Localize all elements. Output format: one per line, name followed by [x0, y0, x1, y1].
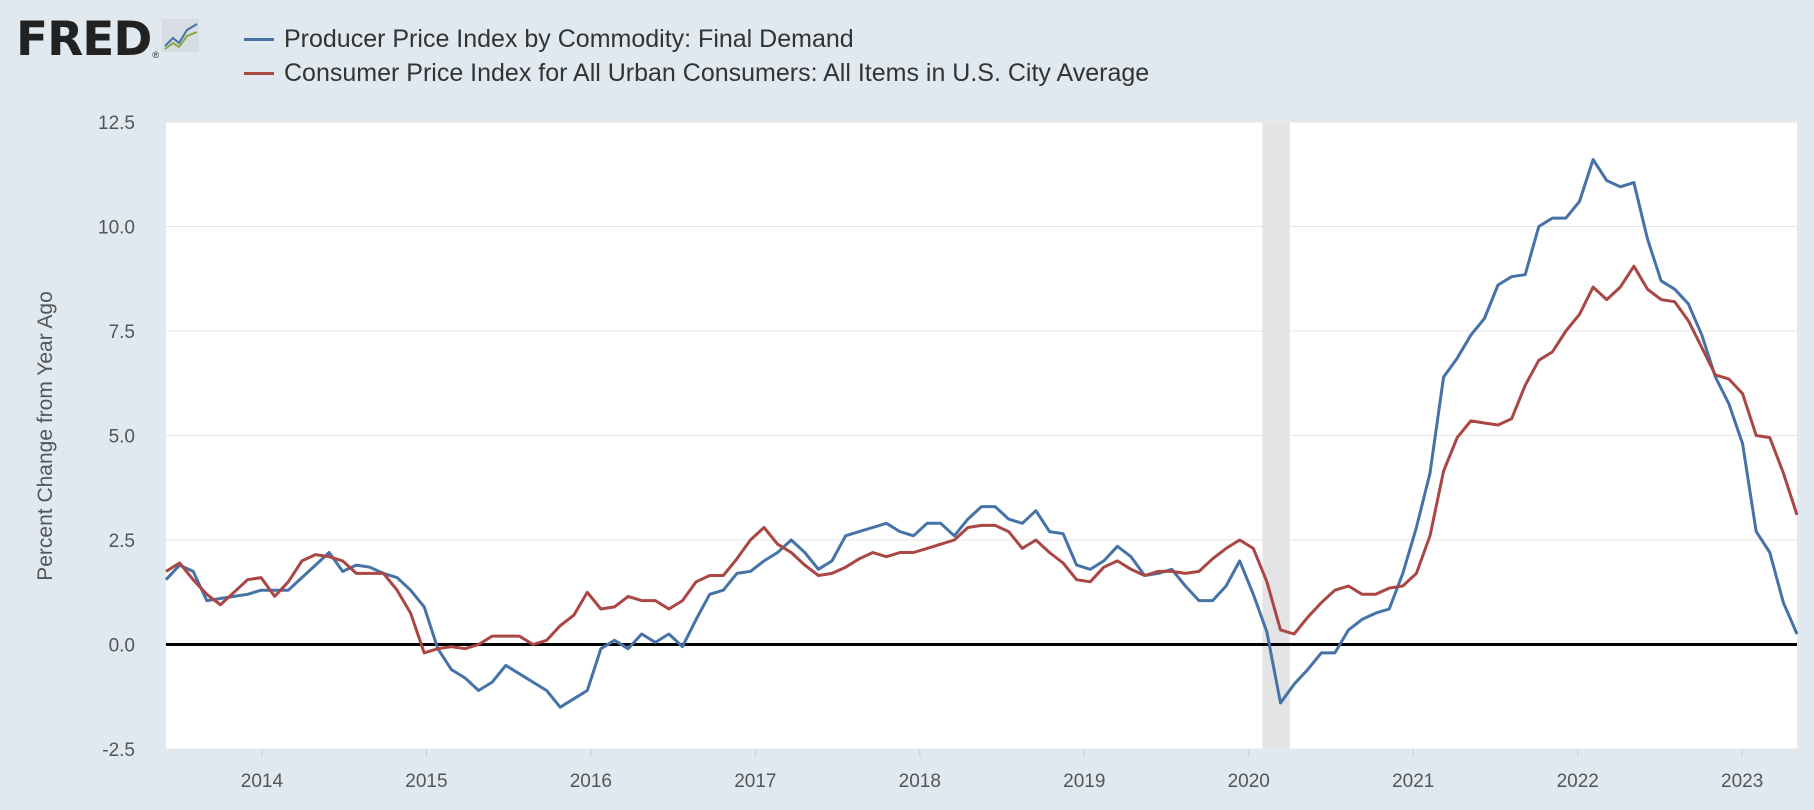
chart-legend: Producer Price Index by Commodity: Final…: [244, 22, 1149, 90]
fred-logo[interactable]: FRED ®: [16, 14, 201, 66]
legend-label-ppi: Producer Price Index by Commodity: Final…: [284, 24, 854, 53]
line-graph-icon: [162, 19, 200, 52]
logo-registered-mark: ®: [152, 50, 160, 60]
y-tick-label: 12.5: [98, 113, 135, 134]
legend-swatch-ppi: [244, 37, 274, 41]
legend-label-cpi: Consumer Price Index for All Urban Consu…: [284, 58, 1150, 87]
legend-item-ppi[interactable]: Producer Price Index by Commodity: Final…: [244, 22, 1149, 56]
y-axis-label: Percent Change from Year Ago: [34, 291, 57, 581]
x-tick-label: 2022: [1557, 771, 1599, 792]
y-tick-label: 10.0: [98, 218, 135, 239]
series-line-cpi[interactable]: [165, 264, 1799, 655]
x-tick-label: 2015: [405, 771, 447, 792]
legend-item-cpi[interactable]: Consumer Price Index for All Urban Consu…: [244, 56, 1149, 90]
x-tick-label: 2014: [241, 771, 284, 792]
x-tick-label: 2017: [734, 771, 776, 792]
y-tick-label: -2.5: [102, 740, 135, 761]
x-tick-label: 2021: [1392, 771, 1434, 792]
x-tick-label: 2023: [1721, 771, 1763, 792]
x-tick-label: 2020: [1228, 771, 1270, 792]
x-tick-label: 2019: [1063, 771, 1105, 792]
y-tick-label: 0.0: [109, 636, 135, 657]
logo-text: FRED: [16, 12, 152, 67]
x-tick-label: 2018: [899, 771, 941, 792]
legend-swatch-cpi: [244, 71, 274, 75]
x-tick-label: 2016: [570, 771, 612, 792]
y-tick-label: 2.5: [109, 531, 135, 552]
y-tick-label: 7.5: [109, 322, 135, 343]
y-tick-label: 5.0: [109, 427, 135, 448]
